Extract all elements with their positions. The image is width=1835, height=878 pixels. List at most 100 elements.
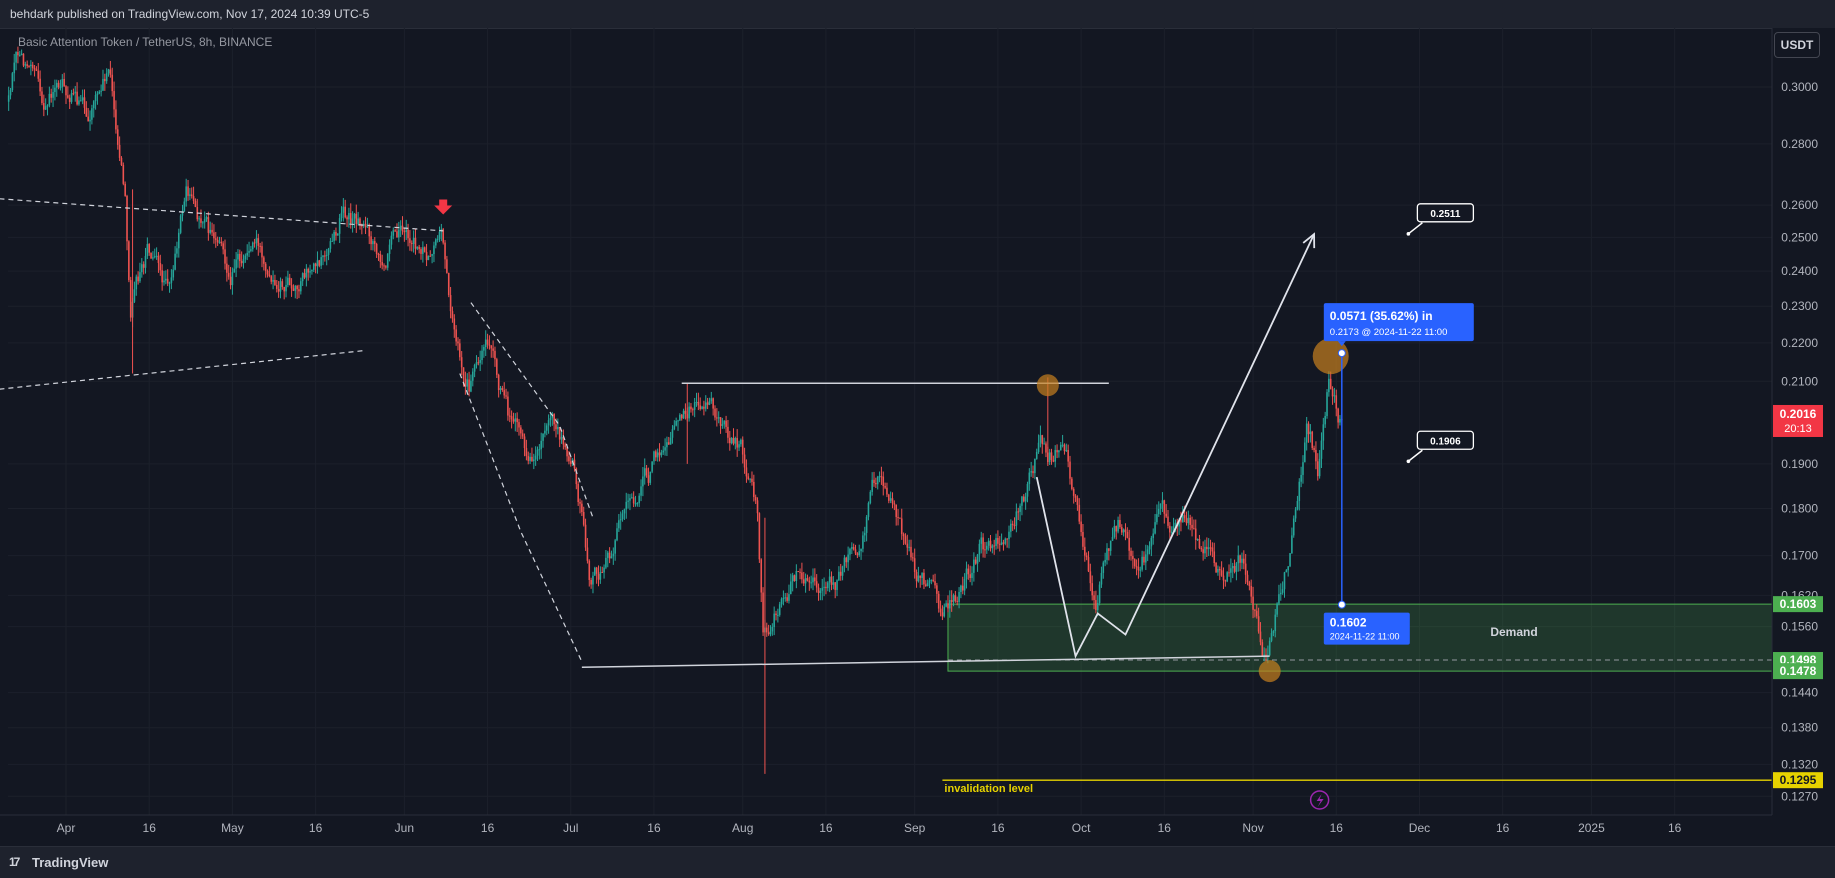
- candle: [647, 467, 650, 486]
- candle-body: [606, 552, 609, 558]
- candle: [453, 314, 456, 338]
- candle-body: [349, 213, 352, 224]
- candle: [348, 207, 350, 228]
- candle-body: [963, 579, 966, 591]
- candle-body: [24, 64, 27, 66]
- candle: [1298, 478, 1301, 511]
- candle-body: [1035, 451, 1038, 459]
- candle-body: [830, 576, 833, 585]
- candle-body: [81, 97, 84, 101]
- candle-body: [1218, 568, 1221, 571]
- candle: [460, 351, 463, 376]
- candle-body: [100, 90, 102, 92]
- candle: [1307, 421, 1310, 443]
- candle: [67, 86, 69, 99]
- candle: [290, 278, 293, 297]
- candle-body: [11, 73, 14, 91]
- candle: [429, 250, 432, 257]
- candle: [1315, 441, 1317, 470]
- candle: [1194, 519, 1197, 550]
- price-tick-label: 0.3000: [1781, 80, 1818, 94]
- time-axis[interactable]: Apr 16 May 16 Jun 16 Jul 16 Aug 16 Sep 16 Oct 16 Nov 16…: [0, 814, 1772, 835]
- candle: [1085, 552, 1088, 561]
- candle-body: [37, 70, 40, 79]
- candle-body: [425, 251, 428, 261]
- candle: [1076, 495, 1079, 511]
- price-tick-label: 0.1380: [1781, 721, 1818, 735]
- candle: [410, 240, 413, 252]
- candle: [122, 162, 125, 186]
- candle: [1250, 579, 1253, 604]
- candle-body: [181, 211, 184, 216]
- candle: [403, 228, 406, 242]
- candle-body: [753, 481, 755, 497]
- candle-body: [226, 263, 228, 273]
- candle: [692, 407, 694, 416]
- candle: [971, 566, 973, 586]
- candle-body: [690, 406, 692, 410]
- candle: [1135, 559, 1138, 576]
- candle: [653, 450, 655, 465]
- candle-body: [351, 218, 354, 224]
- candle: [1333, 387, 1336, 403]
- candle-body: [1335, 395, 1338, 409]
- candle-body: [28, 66, 30, 68]
- candle: [183, 197, 186, 213]
- candle: [362, 220, 365, 229]
- candle: [1161, 492, 1164, 512]
- candle: [1133, 558, 1136, 569]
- candle-body: [383, 265, 385, 267]
- candle: [161, 264, 163, 291]
- candle-body: [725, 420, 727, 427]
- candle-body: [926, 582, 929, 587]
- candle: [560, 429, 563, 444]
- candle: [170, 269, 173, 290]
- candle-body: [244, 255, 247, 260]
- candle-body: [1291, 535, 1293, 554]
- candle: [1093, 591, 1095, 610]
- candle-body: [303, 273, 306, 278]
- candle-body: [978, 543, 981, 555]
- candle-body: [747, 476, 750, 479]
- candle-body: [1167, 516, 1169, 526]
- candle-body: [503, 390, 506, 396]
- candle-body: [1263, 654, 1265, 656]
- candle-body: [355, 213, 358, 225]
- candle-body: [756, 500, 759, 514]
- candle-body: [590, 579, 592, 585]
- candle: [638, 493, 640, 507]
- candle-body: [68, 97, 71, 102]
- candle-body: [124, 183, 126, 196]
- candle-body: [471, 371, 474, 381]
- candle: [142, 261, 145, 275]
- candle-body: [815, 581, 818, 588]
- candle: [85, 101, 88, 117]
- candle-body: [695, 401, 698, 403]
- candle-body: [43, 103, 45, 110]
- candle-body: [1034, 458, 1036, 474]
- candle: [418, 244, 420, 254]
- candle-body: [851, 547, 853, 549]
- candle-body: [435, 239, 437, 246]
- candle-body: [900, 518, 903, 535]
- candle: [884, 482, 886, 490]
- price-axis[interactable]: 0.30000.28000.26000.25000.24000.23000.22…: [1771, 28, 1835, 846]
- candle-body: [70, 93, 73, 102]
- candle-body: [325, 254, 328, 256]
- candle-body: [1224, 580, 1227, 582]
- candle-body: [1243, 558, 1245, 564]
- candle-body: [660, 452, 663, 456]
- candle-body: [340, 212, 343, 219]
- candle: [44, 98, 47, 110]
- candle: [17, 46, 19, 64]
- candle-body: [991, 545, 994, 549]
- candle: [902, 532, 905, 546]
- candle: [636, 502, 639, 507]
- candle: [146, 237, 149, 260]
- candle: [1052, 455, 1055, 463]
- currency-button[interactable]: USDT: [1774, 32, 1820, 58]
- candle-body: [858, 551, 861, 556]
- candle-body: [758, 513, 761, 560]
- candle-body: [804, 578, 807, 584]
- price-chart[interactable]: invalidation levelDemand0.25110.19060.05…: [0, 28, 1835, 846]
